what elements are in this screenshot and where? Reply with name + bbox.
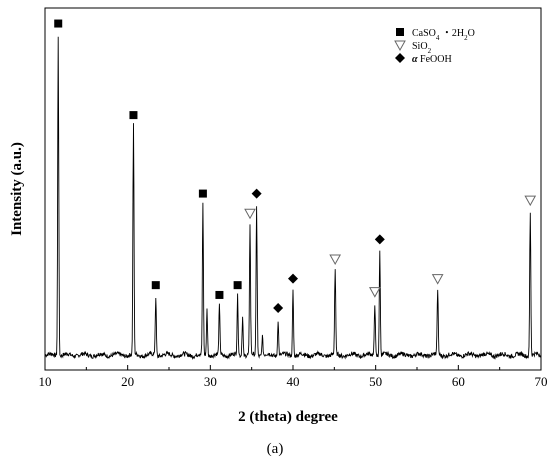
legend-triangle-icon — [394, 40, 406, 52]
gypsum-peak-marker — [129, 111, 138, 120]
x-axis-ticks: 10 20 30 40 50 60 70 — [39, 365, 548, 389]
x-tick-label: 70 — [535, 374, 548, 389]
gypsum-peak-marker — [198, 189, 207, 198]
legend-label: α FeOOH — [412, 54, 452, 65]
xrd-pattern-line — [45, 36, 542, 361]
x-tick-label: 30 — [204, 374, 217, 389]
x-tick-label: 40 — [287, 374, 300, 389]
legend-label: SiO2 — [412, 41, 432, 55]
x-tick-label: 50 — [369, 374, 382, 389]
y-axis-title: Intensity (a.u.) — [9, 142, 25, 236]
sio2-peak-marker — [431, 274, 444, 285]
gypsum-peak-marker — [215, 290, 224, 299]
sio2-peak-marker — [244, 208, 256, 220]
x-tick-label: 20 — [121, 374, 134, 389]
plot-border — [44, 7, 542, 371]
feooh-peak-marker — [251, 188, 262, 199]
legend-diamond-icon — [395, 53, 405, 63]
legend-label: CaSO4 ・2H2O — [412, 28, 475, 42]
x-axis-title: 2 (theta) degree — [238, 409, 338, 425]
sio2-peak-marker — [329, 254, 342, 266]
sio2-peak-marker — [524, 195, 537, 207]
sio2-peak-marker — [368, 287, 381, 298]
peak-markers — [54, 19, 537, 314]
x-tick-label: 10 — [39, 374, 52, 389]
figure-caption: (a) — [266, 441, 284, 457]
gypsum-peak-marker — [54, 19, 63, 28]
feooh-peak-marker — [273, 303, 284, 314]
gypsum-peak-marker — [151, 281, 160, 290]
feooh-peak-marker — [288, 273, 298, 284]
x-tick-label: 60 — [452, 374, 465, 389]
xrd-chart: 10 20 30 40 50 60 70 2 (theta) degree Intensit… — [9, 7, 548, 425]
legend-square-icon — [396, 28, 404, 36]
feooh-peak-marker — [374, 234, 385, 245]
plot-frame — [44, 7, 542, 371]
gypsum-peak-marker — [233, 281, 242, 290]
